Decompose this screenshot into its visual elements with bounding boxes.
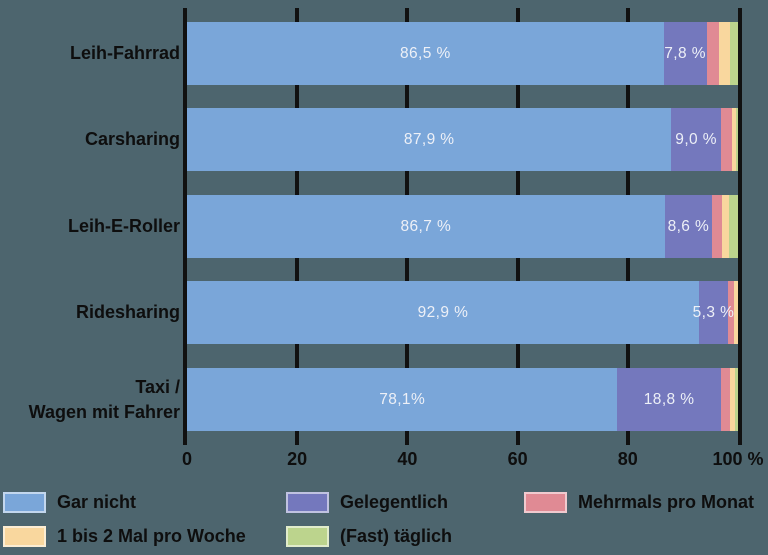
bar-segment-1-bis-2-mal-pro-woche bbox=[729, 368, 735, 431]
bar-segment-mehrmals-pro-monat bbox=[720, 368, 730, 431]
x-tick-label-60: 60 bbox=[507, 449, 528, 469]
category-label-leih-e-roller: Leih-E-Roller bbox=[67, 216, 180, 237]
bar-segment-fast-täglich bbox=[735, 108, 738, 171]
x-tick-label-100: 100 % bbox=[712, 449, 764, 469]
category-label-ridesharing: Ridesharing bbox=[75, 302, 180, 323]
bar-value-label: 86,7 % bbox=[400, 217, 452, 235]
category-label-taxi-wagen-mit-fahrer: Taxi / Wagen mit Fahrer bbox=[28, 376, 180, 422]
bar-segment-gelegentlich: 5,3 % bbox=[693, 281, 734, 344]
legend-label: (Fast) täglich bbox=[340, 526, 453, 546]
bar-value-label: 9,0 % bbox=[675, 130, 717, 148]
bar-segment-fast-täglich bbox=[734, 368, 738, 431]
x-tick-label-80: 80 bbox=[617, 449, 638, 469]
bar-segment-gar-nicht: 86,7 % bbox=[187, 195, 665, 258]
bar-row-ridesharing: 92,9 % 5,3 % bbox=[187, 281, 738, 344]
legend-item-gelegentlich: Gelegentlich bbox=[286, 492, 524, 513]
legend-swatch-icon bbox=[286, 492, 329, 513]
bar-value-label: 7,8 % bbox=[664, 44, 706, 62]
category-label-carsharing: Carsharing bbox=[84, 129, 180, 150]
legend-label: Mehrmals pro Monat bbox=[578, 492, 755, 512]
gridline-0 bbox=[183, 8, 187, 445]
legend-label: Gelegentlich bbox=[340, 492, 449, 512]
bar-row-taxi-wagen-mit-fahrer: 78,1% 18,8 % bbox=[187, 368, 738, 431]
bar-row-leih-e-roller: 86,7 % 8,6 % bbox=[187, 195, 738, 258]
bar-segment-gar-nicht: 86,5 % bbox=[187, 22, 664, 85]
legend-item-mehrmals-pro-monat: Mehrmals pro Monat bbox=[524, 492, 754, 513]
bar-row-leih-fahrrad: 86,5 % 7,8 % bbox=[187, 22, 738, 85]
bar-value-label: 18,8 % bbox=[643, 390, 695, 408]
legend-swatch-icon bbox=[3, 492, 46, 513]
bar-segment-mehrmals-pro-monat bbox=[712, 195, 722, 258]
bar-segment-gar-nicht: 78,1% bbox=[187, 368, 618, 431]
bar-segment-gar-nicht: 92,9 % bbox=[187, 281, 699, 344]
bar-value-label: 78,1% bbox=[379, 390, 426, 408]
bar-segment-mehrmals-pro-monat bbox=[720, 108, 732, 171]
bar-segment-fast-täglich bbox=[729, 22, 738, 85]
bar-segment-gar-nicht: 87,9 % bbox=[187, 108, 672, 171]
bar-segment-gelegentlich: 7,8 % bbox=[663, 22, 707, 85]
category-label-leih-fahrrad: Leih-Fahrrad bbox=[69, 43, 180, 64]
bar-segment-mehrmals-pro-monat bbox=[706, 22, 719, 85]
legend-swatch-icon bbox=[3, 526, 46, 547]
bar-segment-gelegentlich: 9,0 % bbox=[671, 108, 721, 171]
gridline-100 bbox=[738, 8, 742, 445]
legend-item-1-bis-2-mal-pro-woche: 1 bis 2 Mal pro Woche bbox=[3, 526, 286, 547]
legend-item-fast-täglich: (Fast) täglich bbox=[286, 526, 524, 547]
plot-area: 86,5 % 7,8 % 87,9 % 9,0 % 86,7 % 8,6 % 92,9 % 5… bbox=[183, 8, 742, 445]
bar-segment-gelegentlich: 18,8 % bbox=[617, 368, 721, 431]
bar-segment-mehrmals-pro-monat bbox=[728, 281, 735, 344]
x-tick-label-0: 0 bbox=[181, 449, 193, 469]
x-tick-label-40: 40 bbox=[397, 449, 418, 469]
bar-value-label: 5,3 % bbox=[692, 303, 735, 321]
legend-item-gar-nicht: Gar nicht bbox=[3, 492, 286, 513]
legend-swatch-icon bbox=[524, 492, 567, 513]
x-tick-label-20: 20 bbox=[287, 449, 308, 469]
chart-legend: Gar nicht Gelegentlich Mehrmals pro Monat 1… bbox=[3, 492, 754, 547]
bar-segment-fast-täglich bbox=[729, 195, 738, 258]
bar-row-carsharing: 87,9 % 9,0 % bbox=[187, 108, 738, 171]
bar-value-label: 8,6 % bbox=[667, 217, 710, 235]
bar-value-label: 86,5 % bbox=[399, 44, 451, 62]
legend-swatch-icon bbox=[286, 526, 329, 547]
bar-value-label: 92,9 % bbox=[417, 303, 469, 321]
bar-segment-1-bis-2-mal-pro-woche bbox=[731, 108, 736, 171]
bar-segment-gelegentlich: 8,6 % bbox=[664, 195, 713, 258]
bar-segment-1-bis-2-mal-pro-woche bbox=[734, 281, 738, 344]
legend-label: 1 bis 2 Mal pro Woche bbox=[57, 526, 246, 546]
bar-segment-1-bis-2-mal-pro-woche bbox=[718, 22, 730, 85]
bar-value-label: 87,9 % bbox=[403, 130, 455, 148]
bar-segment-1-bis-2-mal-pro-woche bbox=[721, 195, 730, 258]
legend-label: Gar nicht bbox=[57, 492, 137, 512]
